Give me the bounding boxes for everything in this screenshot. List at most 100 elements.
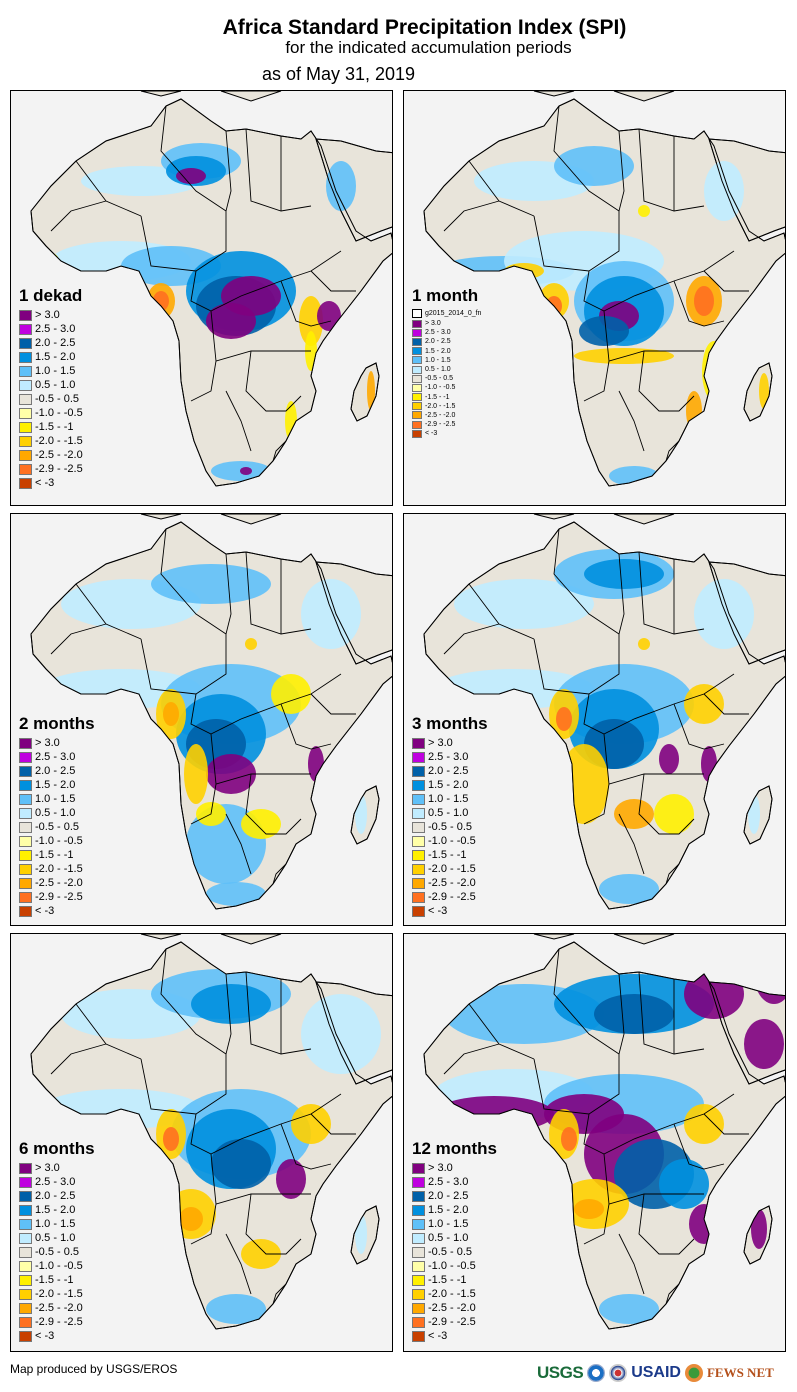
legend-swatch [412, 411, 422, 420]
legend-swatch [412, 1274, 425, 1286]
country-border [703, 1113, 749, 1135]
legend-item: 0.5 - 1.0 [412, 365, 481, 374]
legend-swatch [412, 1176, 425, 1188]
country-border [50, 200, 107, 232]
legend-item: 2.5 - 3.0 [19, 1175, 95, 1189]
spi-region [556, 707, 572, 731]
country-border [245, 1193, 302, 1255]
country-border [618, 973, 625, 1055]
legend-swatch [19, 309, 32, 321]
legend-swatch [412, 807, 425, 819]
country-border [703, 693, 749, 715]
legend-item: -2.0 - -1.5 [19, 434, 83, 448]
spi-region [599, 1294, 659, 1324]
legend-swatch [19, 421, 32, 433]
legend-item: -2.9 - -2.5 [412, 1315, 497, 1329]
africa-map [30, 514, 392, 910]
spi-region [659, 744, 679, 774]
legend-label: 1.0 - 1.5 [425, 356, 451, 364]
spi-region [559, 744, 609, 824]
legend-label: 1.0 - 1.5 [428, 1218, 469, 1230]
legend-label: 1.5 - 2.0 [35, 779, 76, 791]
legend-swatch [412, 420, 422, 429]
legend-label: 2.5 - 3.0 [35, 323, 76, 335]
legend-label: 2.5 - 3.0 [428, 751, 469, 763]
country-border [618, 1233, 645, 1295]
spi-region [684, 969, 744, 1019]
legend-item: > 3.0 [19, 308, 83, 322]
spi-region [694, 286, 714, 316]
country-border [272, 440, 287, 462]
spi-region [211, 1139, 271, 1189]
legend-swatch [412, 347, 422, 356]
map-panel: 12 months > 3.0 2.5 - 3.0 2.0 - 2.5 1.5 - 2.… [403, 933, 786, 1352]
spi-region [694, 579, 754, 649]
legend-swatch [412, 835, 425, 847]
coastline [350, 785, 380, 845]
legend-label: 2.5 - 3.0 [35, 751, 76, 763]
coastline [423, 521, 785, 910]
legend-swatch [19, 1260, 32, 1272]
country-border [583, 1203, 610, 1245]
legend-item: > 3.0 [19, 1161, 95, 1175]
legend-item: 2.5 - 3.0 [412, 750, 488, 764]
coastline [350, 1205, 380, 1265]
legend-label: 0.5 - 1.0 [428, 807, 469, 819]
panel-title: 3 months [412, 714, 488, 733]
legend-swatch [19, 891, 32, 903]
spi-region [176, 168, 206, 184]
legend-item: -1.0 - -0.5 [412, 383, 481, 392]
spi-region [179, 1207, 203, 1231]
legend-label: 0.5 - 1.0 [35, 1232, 76, 1244]
legend-label: 2.0 - 2.5 [428, 1190, 469, 1202]
legend-item: -1.0 - -0.5 [19, 834, 95, 848]
usaid-logo: USAID [631, 1364, 681, 1381]
legend-item: -2.5 - -2.0 [412, 1301, 497, 1315]
legend-item: -2.5 - -2.0 [412, 411, 481, 420]
legend-label: -2.9 - -2.5 [35, 1316, 83, 1328]
spi-region [301, 579, 361, 649]
legend-item: 1.0 - 1.5 [19, 1217, 95, 1231]
legend-item: 1.5 - 2.0 [412, 1203, 497, 1217]
legend-label: 1.5 - 2.0 [425, 347, 451, 355]
spi-region [240, 467, 252, 475]
country-border [225, 1233, 252, 1295]
country-border [190, 1203, 217, 1245]
country-border [553, 528, 620, 635]
legend-item: -1.0 - -0.5 [19, 1259, 95, 1273]
country-border [638, 128, 705, 212]
country-border [272, 1283, 287, 1305]
legend-label: -2.9 - -2.5 [35, 463, 83, 475]
spi-region [163, 702, 179, 726]
spi-region [759, 373, 769, 409]
legend-label: -1.5 - -1 [428, 849, 467, 861]
spi-region [241, 1239, 281, 1269]
legend-swatch [412, 383, 422, 392]
legend-item: 1.5 - 2.0 [412, 778, 488, 792]
legend-item: 1.0 - 1.5 [19, 792, 95, 806]
legend-label: -1.0 - -0.5 [425, 384, 456, 392]
legend-swatch [19, 849, 32, 861]
coastline [315, 981, 392, 1085]
legend-item: -0.5 - 0.5 [412, 1245, 497, 1259]
europe-landmass [140, 934, 282, 945]
legend-label: -0.5 - 0.5 [35, 821, 80, 833]
legend-label: 2.0 - 2.5 [35, 765, 76, 777]
legend-swatch [412, 1162, 425, 1174]
country-border [272, 863, 287, 885]
legend-label: -2.0 - -1.5 [425, 402, 456, 410]
coastline [30, 98, 392, 487]
legend-label: 1.0 - 1.5 [35, 1218, 76, 1230]
legend-item: < -3 [412, 1329, 497, 1343]
legend-item: 1.5 - 2.0 [19, 350, 83, 364]
legend-label: < -3 [35, 905, 55, 917]
country-border [245, 551, 312, 635]
legend-swatch [412, 751, 425, 763]
europe-landmass [140, 91, 282, 102]
legend-item: 0.5 - 1.0 [412, 1231, 497, 1245]
noaa-logo-icon [587, 1364, 606, 1382]
map-panel: 2 months > 3.0 2.5 - 3.0 2.0 - 2.5 1.5 - 2.0… [10, 513, 393, 926]
country-border [280, 703, 332, 750]
legend-item: -2.9 - -2.5 [19, 462, 83, 476]
panel-title: 1 month [412, 286, 479, 305]
